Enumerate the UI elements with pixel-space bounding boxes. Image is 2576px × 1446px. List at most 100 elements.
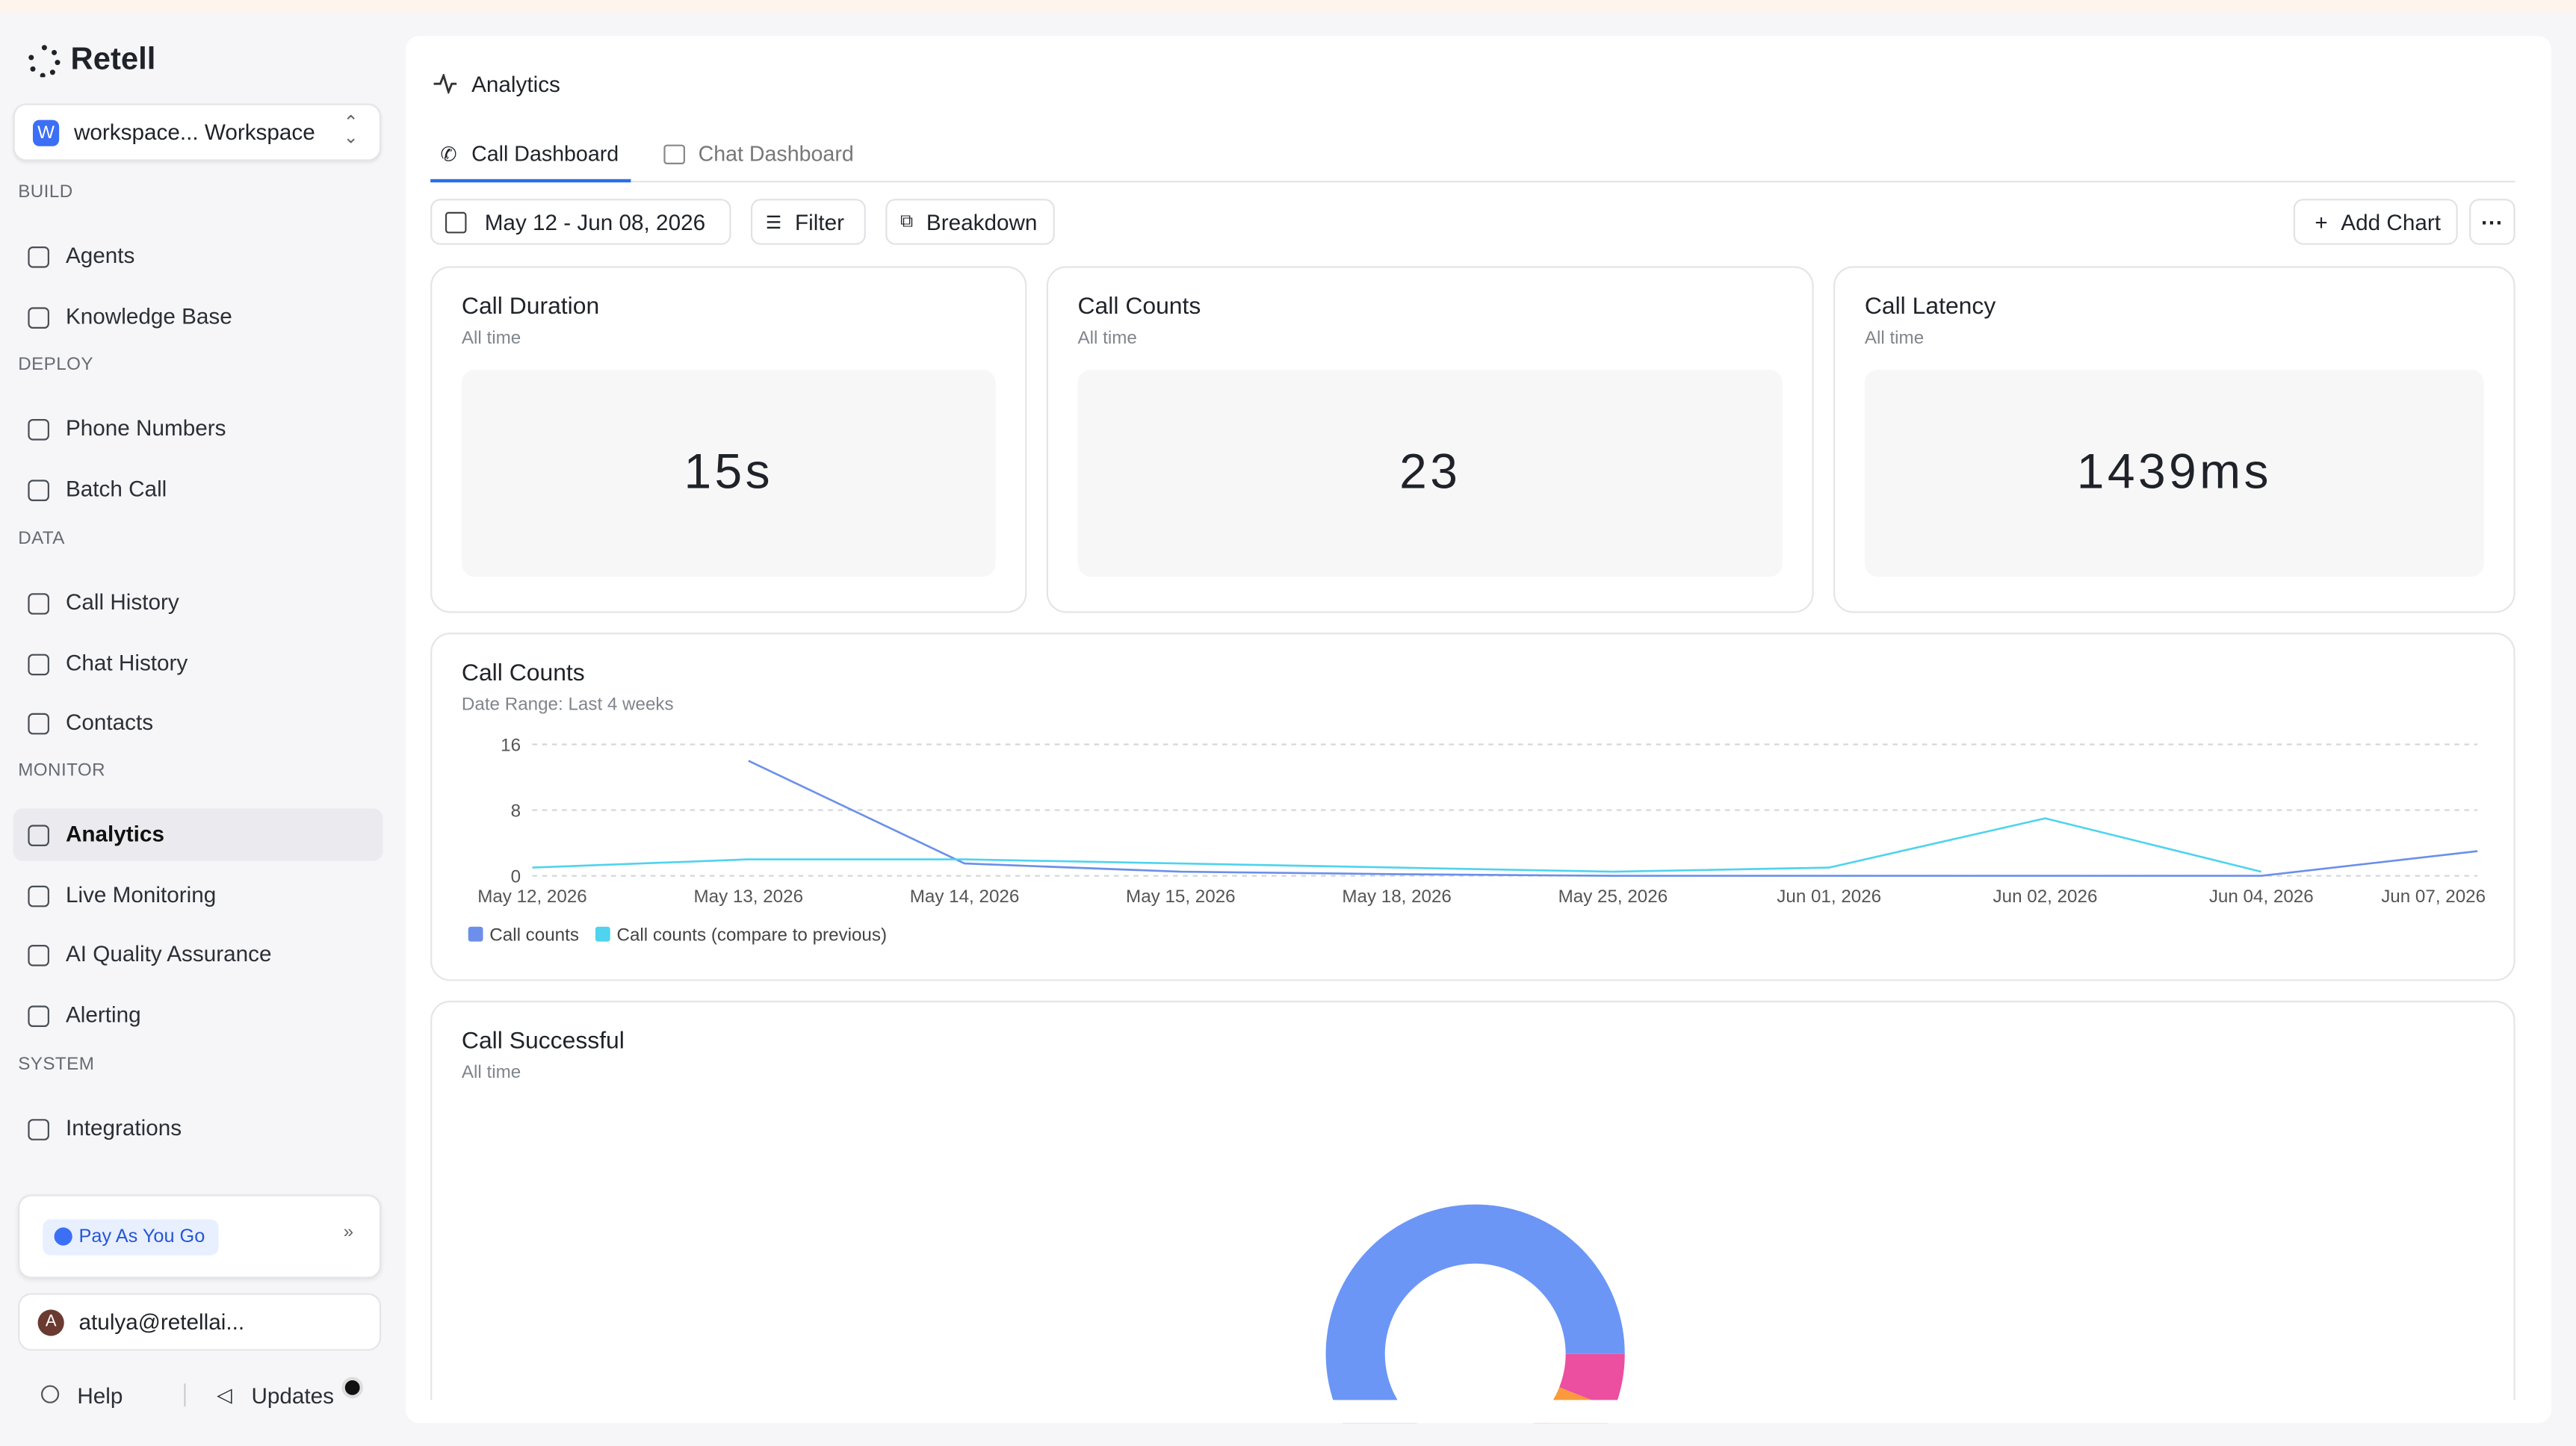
more-button[interactable]: ··· xyxy=(2469,199,2515,245)
line-series xyxy=(748,760,2478,877)
filter-button[interactable]: ☰ Filter xyxy=(750,199,866,245)
help-icon xyxy=(40,1385,60,1403)
top-strip xyxy=(0,0,2576,13)
stat-value: 23 xyxy=(1399,445,1461,500)
stat-value: 15s xyxy=(684,445,774,500)
stat-panel: 1439ms xyxy=(1864,370,2484,577)
nav-item[interactable]: Live Monitoring xyxy=(13,869,383,921)
plus-icon: + xyxy=(2315,209,2328,235)
section-label: MONITOR xyxy=(18,760,106,781)
workspace-avatar: W xyxy=(32,120,60,146)
main-panel: Analytics ✆ Call Dashboard Chat Dashboar… xyxy=(406,36,2552,1424)
pie-slice xyxy=(1325,1204,1625,1424)
x-tick-label: May 14, 2026 xyxy=(910,887,1020,907)
nav-item[interactable]: Knowledge Base xyxy=(13,290,383,342)
nav-label: Phone Numbers xyxy=(65,415,226,441)
line-chart: 0 8 16 May 12, 2026 May 13, 2026 May 14, 2026… xyxy=(468,735,2486,946)
nav-icon xyxy=(28,713,49,735)
notification-dot xyxy=(341,1377,363,1399)
nav-label: AI Quality Assurance xyxy=(65,941,272,966)
nav-item[interactable]: Contacts xyxy=(13,697,383,749)
chat-icon xyxy=(663,144,685,164)
workspace-selector[interactable]: W workspace... Workspace ⌃ ⌄ xyxy=(13,103,382,161)
nav-label: Call History xyxy=(65,589,179,615)
nav-label: Live Monitoring xyxy=(65,881,217,907)
stat-subtitle: All time xyxy=(1864,329,1925,349)
tab-underline xyxy=(430,179,631,183)
x-tick-label: May 12, 2026 xyxy=(477,887,587,907)
nav-item[interactable]: AI Quality Assurance xyxy=(13,928,383,981)
workspace-name: workspace... Workspace xyxy=(73,120,315,145)
nav-label: Analytics xyxy=(65,822,164,846)
nav-item[interactable]: Agents xyxy=(13,230,383,282)
y-tick-label: 8 xyxy=(511,801,521,821)
stat-card: Call Counts All time 23 xyxy=(1046,266,1814,613)
legend-label: Call counts xyxy=(489,925,579,945)
chart-subtitle: Date Range: Last 4 weeks xyxy=(461,695,674,715)
nav-label: Alerting xyxy=(65,1001,141,1026)
nav-icon xyxy=(28,1005,49,1026)
nav-icon xyxy=(28,945,49,966)
add-chart-button[interactable]: + Add Chart xyxy=(2293,199,2458,245)
nav-label: Chat History xyxy=(65,650,188,675)
nav-icon xyxy=(28,306,49,328)
nav-item[interactable]: Alerting xyxy=(13,988,383,1040)
breakdown-button[interactable]: ⧉ Breakdown xyxy=(885,199,1055,245)
legend-label: Call counts (compare to previous) xyxy=(617,925,888,945)
y-tick-label: 0 xyxy=(511,866,521,887)
user-avatar: A xyxy=(37,1309,64,1336)
nav-item[interactable]: Chat History xyxy=(13,637,383,689)
user-selector[interactable]: A atulya@retellai... xyxy=(18,1293,382,1351)
tab[interactable]: Call Dashboard xyxy=(471,141,619,167)
nav-icon xyxy=(28,246,49,268)
breakdown-icon: ⧉ xyxy=(900,211,914,232)
updates-link[interactable]: Updates xyxy=(251,1383,335,1409)
nav-icon xyxy=(28,884,49,907)
nav-icon xyxy=(28,419,49,441)
page-title: Analytics xyxy=(471,72,560,97)
stat-card: Call Duration All time 15s xyxy=(430,266,1027,613)
date-range-button[interactable]: May 12 - Jun 08, 2026 xyxy=(430,199,731,245)
nav-item[interactable]: Batch Call xyxy=(13,462,383,515)
tab[interactable]: Chat Dashboard xyxy=(698,141,854,167)
check-icon xyxy=(54,1227,72,1246)
chevron: ⌃ ⌄ xyxy=(343,113,359,148)
x-tick-label: May 18, 2026 xyxy=(1342,887,1452,907)
nav-label: Contacts xyxy=(65,710,154,735)
nav-item[interactable]: Analytics xyxy=(13,808,383,861)
user-email: atulya@retellai... xyxy=(78,1309,245,1335)
nav-label: Knowledge Base xyxy=(65,302,232,328)
nav-icon xyxy=(28,593,49,615)
x-tick-label: Jun 07, 2026 xyxy=(2381,887,2486,907)
chart-subtitle: All time xyxy=(461,1063,521,1083)
legend-swatch xyxy=(468,926,483,942)
help-link[interactable]: Help xyxy=(77,1383,123,1409)
sidebar: Retell W workspace... Workspace ⌃ ⌄ Pay A… xyxy=(0,13,403,1446)
date-range: May 12 - Jun 08, 2026 xyxy=(484,209,706,235)
nav-icon xyxy=(28,479,49,500)
stat-title: Call Counts xyxy=(1077,294,1201,320)
section-label: DEPLOY xyxy=(18,355,93,375)
nav-item[interactable]: Call History xyxy=(13,577,383,629)
nav-label: Batch Call xyxy=(65,475,167,500)
panel-bottom xyxy=(406,1400,2552,1424)
section-label: SYSTEM xyxy=(18,1055,95,1075)
stat-panel: 23 xyxy=(1077,370,1783,577)
stat-subtitle: All time xyxy=(1077,329,1137,349)
nav-item[interactable]: Phone Numbers xyxy=(13,403,383,455)
pie-chart-card: Call Successful All time xyxy=(430,1000,2515,1424)
plan-box[interactable]: Pay As You Go » xyxy=(18,1194,382,1279)
x-tick-label: May 13, 2026 xyxy=(693,887,803,907)
nav-label: Agents xyxy=(65,243,135,268)
brand: Retell xyxy=(70,43,156,78)
add-chart-label: Add Chart xyxy=(2341,209,2441,235)
x-tick-label: Jun 04, 2026 xyxy=(2209,887,2314,907)
x-tick-label: Jun 02, 2026 xyxy=(1993,887,2098,907)
line-series xyxy=(532,817,2261,873)
nav-item[interactable]: Integrations xyxy=(13,1102,383,1155)
updates-icon: ◁ xyxy=(217,1383,232,1407)
tab-divider xyxy=(430,181,2515,183)
stat-panel: 15s xyxy=(461,370,996,577)
